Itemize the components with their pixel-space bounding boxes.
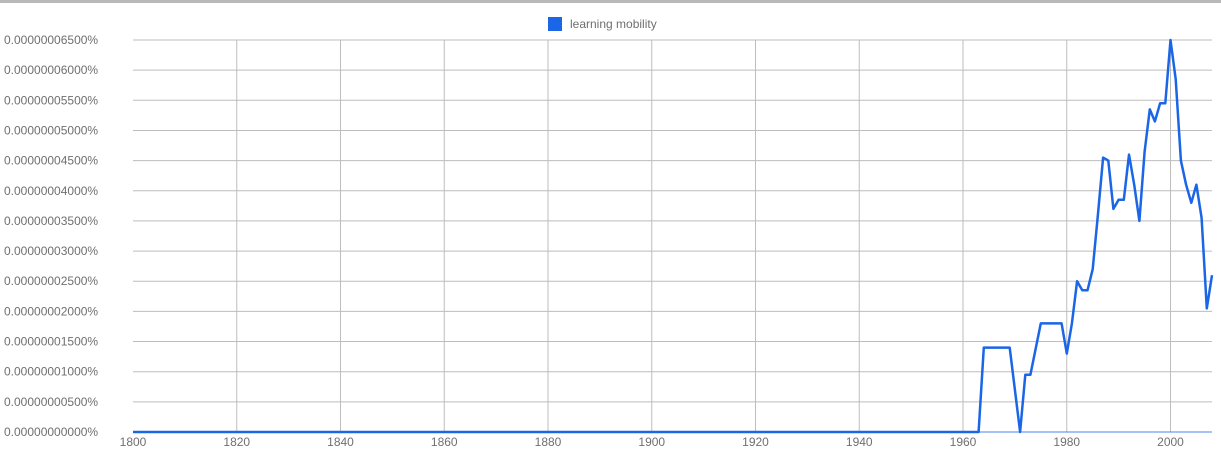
x-tick-label: 1960 xyxy=(950,435,977,449)
y-tick-label: 0.00000004000% xyxy=(4,184,98,198)
series-line-learning-mobility[interactable] xyxy=(133,38,1214,434)
x-tick-label: 1860 xyxy=(431,435,458,449)
x-tick-label: 1980 xyxy=(1053,435,1080,449)
y-tick-label: 0.00000001000% xyxy=(4,365,98,379)
x-tick-label: 2000 xyxy=(1157,435,1184,449)
y-axis-tick-labels: 0.00000000000% 0.00000000500% 0.0000000100… xyxy=(4,33,98,439)
y-tick-label: 0.00000003500% xyxy=(4,214,98,228)
y-tick-label: 0.00000000500% xyxy=(4,395,98,409)
x-tick-label: 1900 xyxy=(638,435,665,449)
gridlines xyxy=(133,39,1212,433)
y-tick-label: 0.00000001500% xyxy=(4,335,98,349)
y-tick-label: 0.00000002000% xyxy=(4,304,98,318)
y-tick-label: 0.00000003000% xyxy=(4,244,98,258)
y-tick-label: 0.00000005500% xyxy=(4,93,98,107)
y-tick-label: 0.00000004500% xyxy=(4,154,98,168)
y-tick-label: 0.00000006500% xyxy=(4,33,98,47)
y-tick-label: 0.00000002500% xyxy=(4,274,98,288)
x-tick-label: 1820 xyxy=(223,435,250,449)
legend-label: learning mobility xyxy=(570,17,657,31)
legend-swatch xyxy=(548,17,562,31)
y-tick-label: 0.00000005000% xyxy=(4,123,98,137)
x-tick-label: 1940 xyxy=(846,435,873,449)
y-tick-label: 0.00000006000% xyxy=(4,63,98,77)
x-tick-label: 1800 xyxy=(120,435,147,449)
y-tick-label: 0.00000000000% xyxy=(4,425,98,439)
x-tick-label: 1880 xyxy=(535,435,562,449)
x-axis-tick-labels: 1800 1820 1840 1860 1880 1900 1920 1940 1960 1980… xyxy=(120,435,1185,449)
x-tick-label: 1840 xyxy=(327,435,354,449)
series-group xyxy=(133,38,1214,434)
legend[interactable]: learning mobility xyxy=(548,17,657,31)
x-tick-label: 1920 xyxy=(742,435,769,449)
